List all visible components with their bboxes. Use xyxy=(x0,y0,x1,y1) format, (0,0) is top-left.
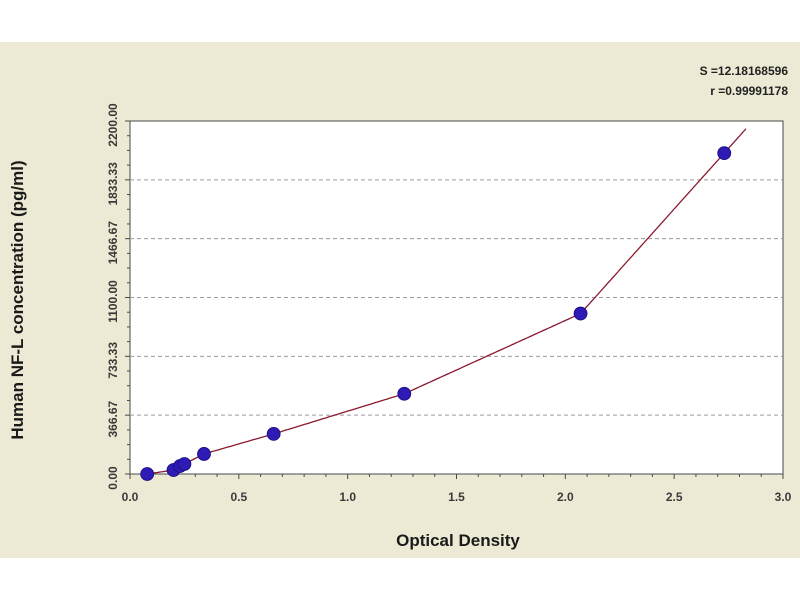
y-axis-title: Human NF-L concentration (pg/ml) xyxy=(8,160,27,439)
standard-curve-chart: 0.0 0.5 1.0 1.5 2.0 2.5 3.0 0.00 366.67 733.33 11… xyxy=(8,64,792,550)
x-tick-label: 3.0 xyxy=(775,490,792,504)
x-tick-label: 0.0 xyxy=(122,490,139,504)
y-tick-label: 366.67 xyxy=(106,400,120,437)
data-point xyxy=(140,467,155,481)
x-axis-title: Optical Density xyxy=(396,531,520,550)
data-point xyxy=(717,146,732,160)
data-point xyxy=(197,447,211,461)
x-axis-ticks: 0.0 0.5 1.0 1.5 2.0 2.5 3.0 xyxy=(122,474,792,504)
gridlines xyxy=(130,179,783,416)
x-tick-label: 2.5 xyxy=(666,490,683,504)
x-tick-label: 2.0 xyxy=(557,490,574,504)
chart-figure: 0.0 0.5 1.0 1.5 2.0 2.5 3.0 0.00 366.67 733.33 11… xyxy=(0,42,800,558)
fit-stat-r: r =0.99991178 xyxy=(710,84,788,98)
y-tick-label: 1466.67 xyxy=(106,221,120,265)
fit-stat-s: S =12.18168596 xyxy=(700,64,789,78)
x-tick-label: 0.5 xyxy=(230,490,247,504)
y-tick-label: 0.00 xyxy=(106,466,120,490)
y-tick-label: 1100.00 xyxy=(106,280,120,323)
data-point xyxy=(397,386,412,401)
y-tick-label: 1833.33 xyxy=(106,162,120,206)
y-tick-label: 2200.00 xyxy=(106,103,120,147)
x-tick-label: 1.5 xyxy=(448,490,465,504)
data-point xyxy=(177,457,192,471)
data-point xyxy=(266,426,281,441)
y-axis-ticks: 0.00 366.67 733.33 1100.00 1466.67 1833.33 220… xyxy=(106,103,130,490)
data-point xyxy=(573,306,588,321)
fit-curve xyxy=(147,128,747,475)
data-points xyxy=(140,146,732,481)
y-tick-label: 733.33 xyxy=(106,342,120,379)
x-tick-label: 1.0 xyxy=(339,490,356,504)
